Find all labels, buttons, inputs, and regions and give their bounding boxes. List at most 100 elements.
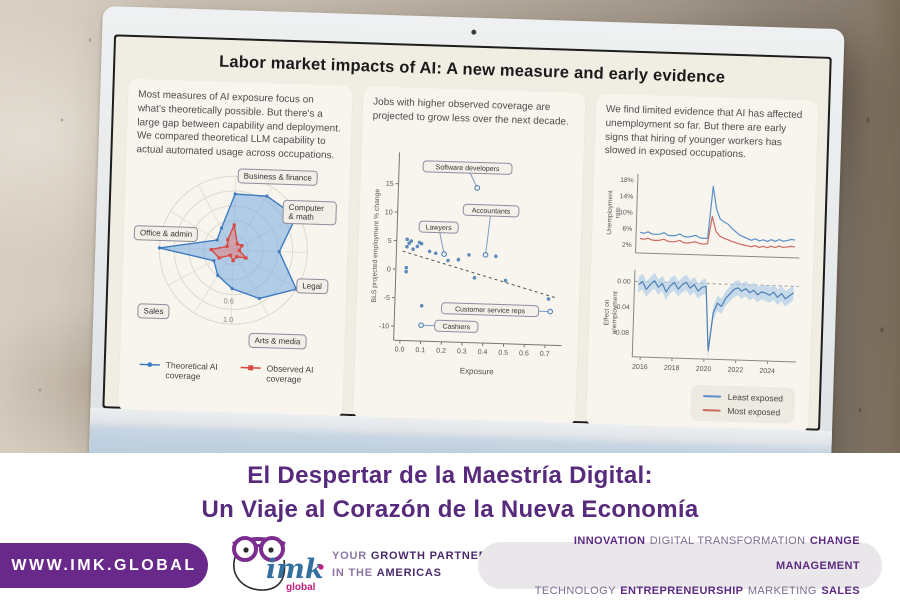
monitor: Labor market impacts of AI: A new measur… xyxy=(88,6,845,453)
legend-item-most-exposed: Most exposed xyxy=(702,405,783,418)
svg-text:0.6: 0.6 xyxy=(519,350,529,357)
svg-text:0.5: 0.5 xyxy=(498,349,508,356)
legend-item-theoretical: Theoretical AI coverage xyxy=(138,359,224,382)
wall-dark-strip xyxy=(848,0,900,453)
svg-text:Unemployment: Unemployment xyxy=(606,190,614,235)
svg-text:15: 15 xyxy=(386,180,394,187)
panel-unemployment: We find limited evidence that AI has aff… xyxy=(586,93,819,434)
panel-ai-coverage: Most measures of AI exposure focus on wh… xyxy=(118,78,353,419)
svg-text:0.00: 0.00 xyxy=(617,278,631,285)
svg-text:-0.08: -0.08 xyxy=(613,330,629,337)
legend-marker-line-dot-icon xyxy=(139,362,160,368)
svg-text:2018: 2018 xyxy=(664,365,680,372)
svg-text:2020: 2020 xyxy=(696,366,712,373)
services-line-2: TECHNOLOGY ENTREPRENEURSHIP MARKETING SA… xyxy=(500,578,860,600)
slide: Labor market impacts of AI: A new measur… xyxy=(104,36,830,434)
banner-line-2: Un Viaje al Corazón de la Nueva Economía xyxy=(201,496,699,523)
legend-label: Least exposed xyxy=(727,392,784,404)
service-item: INNOVATION xyxy=(573,535,646,548)
service-item: ENTREPRENEURSHIP xyxy=(620,584,744,597)
service-item: TECHNOLOGY xyxy=(534,584,616,597)
svg-text:-0.04: -0.04 xyxy=(614,304,630,311)
tagline-word: YOUR xyxy=(332,550,367,562)
radar-label-business-finance: Business & finance xyxy=(237,168,318,186)
svg-text:0.6: 0.6 xyxy=(223,296,234,305)
panel-row: Most measures of AI exposure focus on wh… xyxy=(118,78,819,434)
line-legend: Least exposed Most exposed xyxy=(689,384,796,425)
svg-text:2016: 2016 xyxy=(632,364,648,371)
svg-text:18%: 18% xyxy=(620,177,634,184)
svg-text:6%: 6% xyxy=(622,226,632,233)
svg-text:Software developers: Software developers xyxy=(436,164,501,173)
radar-label-arts-media: Arts & media xyxy=(248,332,307,350)
svg-text:2024: 2024 xyxy=(759,368,775,375)
service-item: MARKETING xyxy=(747,584,817,597)
service-item: SALES xyxy=(821,584,860,597)
tagline-line-2: IN THE AMERICAS xyxy=(332,565,488,582)
tagline-word: IN THE xyxy=(332,567,373,580)
legend-label: Theoretical AI coverage xyxy=(165,360,218,382)
svg-text:rate: rate xyxy=(615,207,622,219)
tagline-word: GROWTH PARTNER xyxy=(370,550,488,562)
radar-svg: 0.6 1.0 xyxy=(157,175,308,325)
concrete-wall-background: Labor market impacts of AI: A new measur… xyxy=(0,0,900,453)
tagline-line-1: YOUR GROWTH PARTNER xyxy=(332,548,488,565)
radar-label-sales: Sales xyxy=(137,303,170,320)
svg-text:Accountants: Accountants xyxy=(472,207,511,215)
legend-item-observed: Observed AI coverage xyxy=(239,362,325,385)
imk-global-logo: imk global xyxy=(224,530,328,600)
svg-text:unemployment: unemployment xyxy=(611,291,619,335)
legend-line-icon xyxy=(702,409,721,412)
svg-text:Customer service reps: Customer service reps xyxy=(455,306,526,315)
services-line-1: INNOVATION DIGITAL TRANSFORMATION CHANGE… xyxy=(500,528,860,578)
svg-text:-10: -10 xyxy=(379,323,389,330)
radar-legend: Theoretical AI coverage Observed AI cove… xyxy=(129,359,334,386)
legend-line-icon xyxy=(702,395,721,398)
website-url-pill: WWW.IMK.GLOBAL xyxy=(0,543,208,588)
legend-marker-line-square-icon xyxy=(240,365,261,371)
svg-text:0.3: 0.3 xyxy=(457,348,467,355)
svg-text:5: 5 xyxy=(388,237,392,244)
svg-text:0: 0 xyxy=(387,266,391,273)
svg-text:Lawyers: Lawyers xyxy=(426,224,453,232)
service-item: DIGITAL TRANSFORMATION xyxy=(649,535,806,548)
svg-text:Cashiers: Cashiers xyxy=(442,323,470,331)
svg-text:10%: 10% xyxy=(619,209,633,216)
footer-bar: WWW.IMK.GLOBAL imk global YOUR GROWTH PA… xyxy=(0,533,900,600)
radar-label-office-admin: Office & admin xyxy=(133,225,199,243)
panel-right-text: We find limited evidence that AI has aff… xyxy=(604,103,803,161)
scatter-chart: 15 10 5 0 -5 -10 0.0 0.1 0.2 0.3 0.4 0.5 0.6 0.7 Expos… xyxy=(371,151,562,376)
svg-text:2%: 2% xyxy=(622,242,632,249)
svg-text:2022: 2022 xyxy=(727,367,743,374)
panel-projected-growth: Jobs with higher observed coverage are p… xyxy=(353,86,586,427)
legend-item-least-exposed: Least exposed xyxy=(702,391,784,404)
services-pill: INNOVATION DIGITAL TRANSFORMATION CHANGE… xyxy=(478,535,882,597)
svg-text:0.2: 0.2 xyxy=(436,347,446,354)
svg-text:imk: imk xyxy=(266,554,324,585)
svg-text:Effect on: Effect on xyxy=(603,299,611,325)
effect-on-unemployment-chart: 0.00 -0.04 -0.08 2016 2018 2020 2022 2024 Effect… xyxy=(603,270,799,375)
service-item: CHANGE MANAGEMENT xyxy=(775,535,860,573)
svg-text:global: global xyxy=(286,582,316,593)
banner-line-1: El Despertar de la Maestría Digital: xyxy=(247,461,653,489)
svg-text:0.0: 0.0 xyxy=(395,346,405,353)
legend-label: Most exposed xyxy=(727,405,781,418)
svg-text:10: 10 xyxy=(385,209,393,216)
panel-left-text: Most measures of AI exposure focus on wh… xyxy=(136,89,341,162)
title-banner: El Despertar de la Maestría Digital: Un … xyxy=(0,453,900,533)
svg-text:0.1: 0.1 xyxy=(415,347,425,354)
radar-label-computer-math: Computer & math xyxy=(282,199,337,226)
tagline-word: AMERICAS xyxy=(376,567,442,580)
monitor-screen: Labor market impacts of AI: A new measur… xyxy=(102,34,832,434)
svg-text:-5: -5 xyxy=(384,294,391,301)
tagline: YOUR GROWTH PARTNER IN THE AMERICAS xyxy=(332,548,488,582)
owl-glasses-icon: imk global xyxy=(232,536,324,593)
unemployment-rate-chart: 2% 6% 10% 14% 18% Unemployment rate xyxy=(606,174,800,259)
svg-text:BLS projected employment % cha: BLS projected employment % change xyxy=(371,188,382,302)
panel-middle-text: Jobs with higher observed coverage are p… xyxy=(372,96,569,128)
svg-text:Exposure: Exposure xyxy=(460,366,495,376)
radar-chart: 0.6 1.0 Business & finance Computer & mat… xyxy=(130,163,340,361)
svg-text:0.7: 0.7 xyxy=(540,350,550,357)
camera-icon xyxy=(471,29,477,35)
